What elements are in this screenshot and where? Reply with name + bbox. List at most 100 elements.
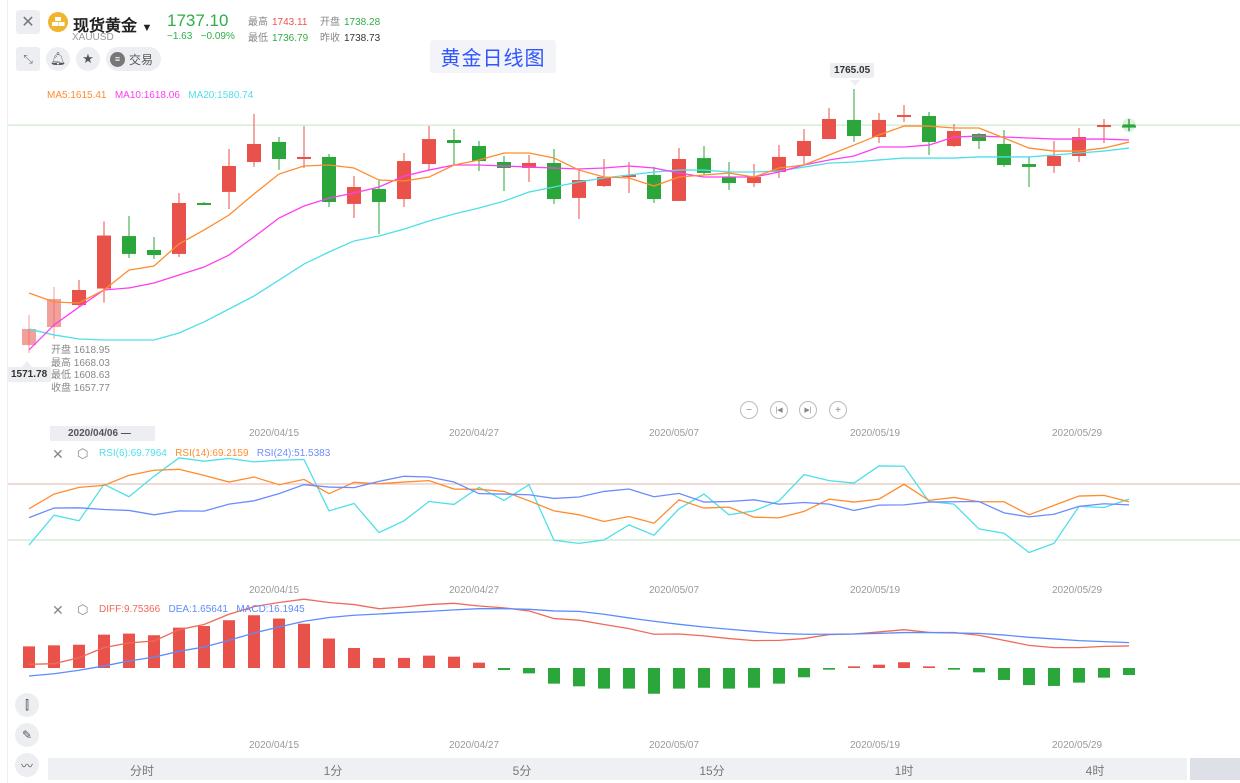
rsi-settings-button[interactable]: ⬡ (77, 446, 88, 462)
bell-icon: 🔔︎ (49, 51, 67, 66)
candle-body (422, 139, 436, 165)
macd-bar (523, 668, 535, 674)
tooltip-close: 收盘 1657.77 (51, 382, 110, 394)
price-change: −1.63 −0.09% (167, 31, 235, 42)
close-icon: ✕ (52, 446, 64, 462)
macd-label: MACD:16.1945 (236, 604, 305, 615)
minus-icon: − (746, 404, 752, 416)
macd-bar (973, 668, 985, 673)
date-tick: 2020/05/19 (850, 585, 901, 596)
left-border (7, 0, 8, 783)
date-tick: 2020/04/15 (249, 585, 300, 596)
list-icon: ≡ (110, 51, 125, 67)
draw-button[interactable]: ✎ (15, 723, 39, 747)
timeframe-tab[interactable]: 1分 (323, 764, 343, 778)
current-price: 1737.10 (167, 11, 229, 30)
candle-body (997, 143, 1011, 166)
timeframe-tab[interactable]: 15分 (699, 764, 725, 778)
candle-body (722, 177, 736, 184)
macd-bar (673, 668, 685, 689)
candle-body (147, 249, 161, 256)
crosshair-icon (1123, 119, 1135, 132)
timeframe-tab[interactable]: 5分 (512, 764, 532, 778)
candle-body (972, 134, 986, 141)
candle-body (447, 140, 461, 144)
diff-label: DIFF:9.75366 (99, 604, 161, 615)
close-rsi-button[interactable]: ✕ (52, 446, 64, 463)
close-macd-button[interactable]: ✕ (52, 602, 64, 619)
close-button[interactable]: ✕ (16, 10, 40, 34)
gear-icon: ⬡ (77, 602, 89, 617)
candle-body (297, 156, 311, 160)
zoom-out-button[interactable]: − (740, 401, 758, 419)
macd-settings-button[interactable]: ⬡ (77, 602, 88, 618)
candle-body (47, 299, 61, 328)
candle-body (1097, 124, 1111, 127)
zoom-in-button[interactable]: + (829, 401, 847, 419)
indicator-button[interactable]: 〰 (15, 753, 39, 777)
low-price-label: 1571.78 (7, 367, 52, 382)
candle-body (822, 118, 836, 140)
scroll-end-button[interactable]: ▶| (799, 401, 817, 419)
candle-body (947, 130, 961, 147)
ma20-label: MA20:1580.74 (188, 90, 254, 101)
change-value: −1.63 (167, 31, 193, 42)
candle-body (897, 115, 911, 118)
stat-prev-close: 1738.73 (344, 33, 381, 44)
macd-bar (823, 668, 835, 670)
trade-button[interactable]: ≡ 交易 (106, 47, 161, 71)
macd-bar (73, 644, 85, 668)
date-tick: 2020/05/07 (649, 428, 700, 439)
scroll-start-button[interactable]: |◀ (770, 401, 788, 419)
macd-bar (223, 620, 235, 668)
stat-label: 最高 (248, 17, 268, 28)
close-icon: ✕ (52, 602, 64, 618)
trade-label: 交易 (129, 52, 154, 67)
stat-label: 最低 (248, 33, 268, 44)
favorite-button[interactable]: ★ (76, 47, 100, 71)
macd-bar (1098, 668, 1110, 678)
ma5-label: MA5:1615.41 (47, 90, 107, 101)
timeframe-tab[interactable]: 4时 (1085, 764, 1105, 778)
timeframe-more[interactable] (1190, 758, 1240, 780)
macd-bar (448, 656, 460, 668)
stat-label: 开盘 (320, 17, 340, 28)
rsi-line-2 (28, 475, 1130, 519)
candle-body (697, 158, 711, 173)
rsi24-label: RSI(24):51.5383 (256, 448, 331, 459)
rsi-line-1 (28, 468, 1130, 524)
macd-bar (398, 657, 410, 668)
candle-body (622, 174, 636, 178)
candle-body (847, 119, 861, 137)
ma20-line (28, 147, 1130, 341)
macd-bar (148, 635, 160, 668)
instrument-selector[interactable]: 现货黄金 ▼ (73, 12, 152, 36)
stat-label: 昨收 (320, 33, 340, 44)
symbol: XAUUSD (72, 32, 114, 43)
date-tick: 2020/04/15 (249, 428, 300, 439)
macd-bar (248, 615, 260, 668)
stat-open: 1738.28 (344, 17, 381, 28)
tooltip-arrow (22, 361, 32, 367)
candle-body (197, 202, 211, 205)
rsi6-label: RSI(6):69.7964 (99, 448, 167, 459)
timeframe-tab[interactable]: 1时 (894, 764, 914, 778)
timeframe-tab[interactable]: 分时 (129, 764, 155, 778)
rsi14-label: RSI(14):69.2159 (175, 448, 249, 459)
candle-body (872, 119, 886, 138)
macd-bar (623, 668, 635, 689)
change-percent: −0.09% (200, 31, 235, 42)
candle-body (97, 235, 111, 289)
chart-type-button[interactable]: ⫿ (15, 693, 39, 717)
skip-forward-icon: ▶| (804, 407, 812, 414)
gear-icon: ⬡ (77, 446, 89, 461)
collapse-button[interactable]: ⤡ (16, 47, 40, 71)
timeframe-bar: 分时 1分 5分 15分 1时 4时 (48, 758, 1187, 780)
macd-bar (698, 668, 710, 688)
macd-bar (923, 666, 935, 668)
candle-body (222, 165, 236, 192)
rsi-legend: RSI(6):69.7964 RSI(14):69.2159 RSI(24):5… (99, 448, 330, 459)
alert-button[interactable]: 🔔︎ (46, 47, 70, 71)
stats-grid: 最高 1743.11 开盘 1738.28 最低 1736.79 昨收 1738.73 (248, 13, 398, 44)
